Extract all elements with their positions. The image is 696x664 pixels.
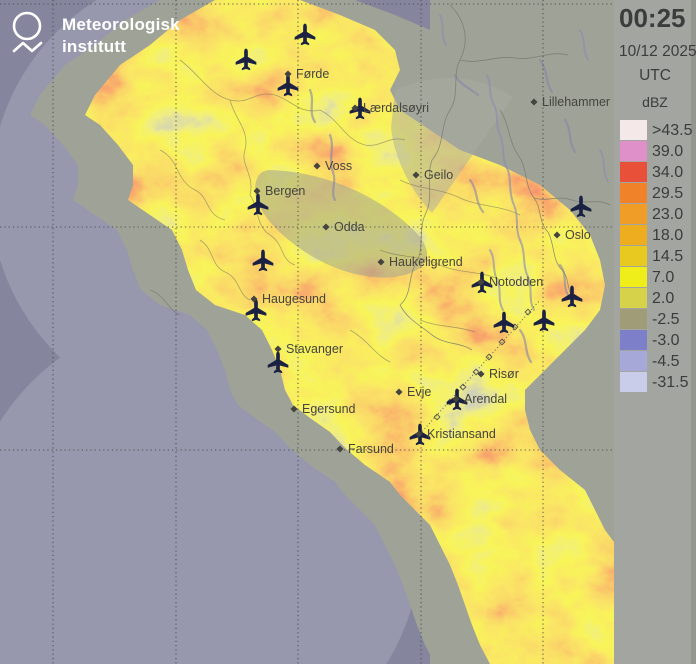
svg-text:7.0: 7.0 [652,269,674,286]
svg-text:-2.5: -2.5 [652,311,680,328]
svg-text:18.0: 18.0 [652,227,683,244]
svg-text:34.0: 34.0 [652,164,683,181]
svg-text:14.5: 14.5 [652,248,683,265]
svg-text:29.5: 29.5 [652,185,683,202]
svg-text:-3.0: -3.0 [652,332,680,349]
svg-text:-4.5: -4.5 [652,353,680,370]
svg-text:>43.5: >43.5 [652,122,693,139]
svg-text:23.0: 23.0 [652,206,683,223]
svg-text:-31.5: -31.5 [652,374,689,391]
svg-text:39.0: 39.0 [652,143,683,160]
svg-text:2.0: 2.0 [652,290,674,307]
